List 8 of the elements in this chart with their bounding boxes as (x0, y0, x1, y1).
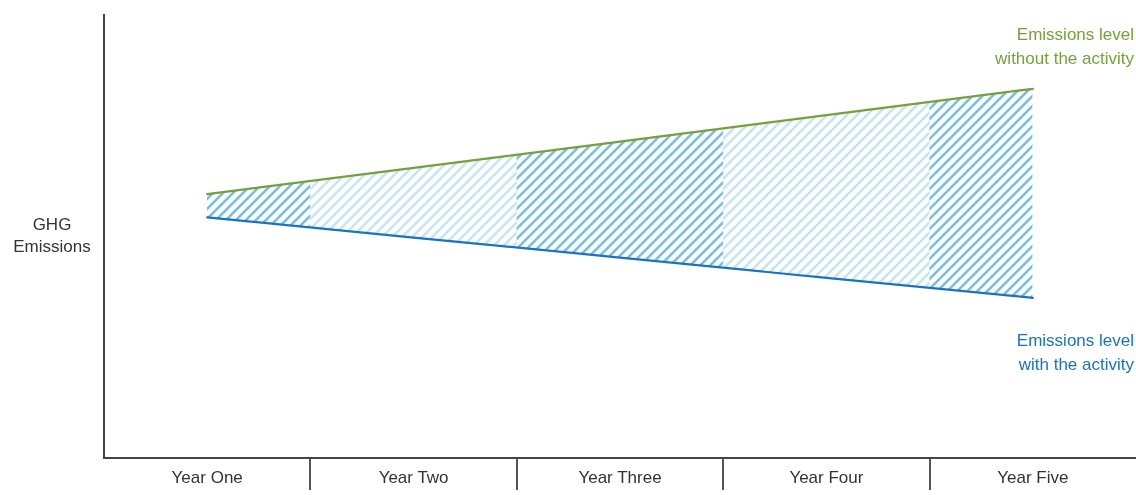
x-tick-label: Year Four (789, 467, 864, 487)
x-tick-label: Year Two (378, 467, 449, 487)
x-tick-label: Year Five (997, 467, 1069, 487)
x-tick-label: Year Three (578, 467, 662, 487)
text: Emissions level with the activity (1016, 331, 1135, 375)
x-tick-label: Year One (171, 467, 243, 487)
series-label: Emissions level without the activity (994, 24, 1135, 68)
y-axis-title: GHG Emissions (13, 215, 91, 257)
